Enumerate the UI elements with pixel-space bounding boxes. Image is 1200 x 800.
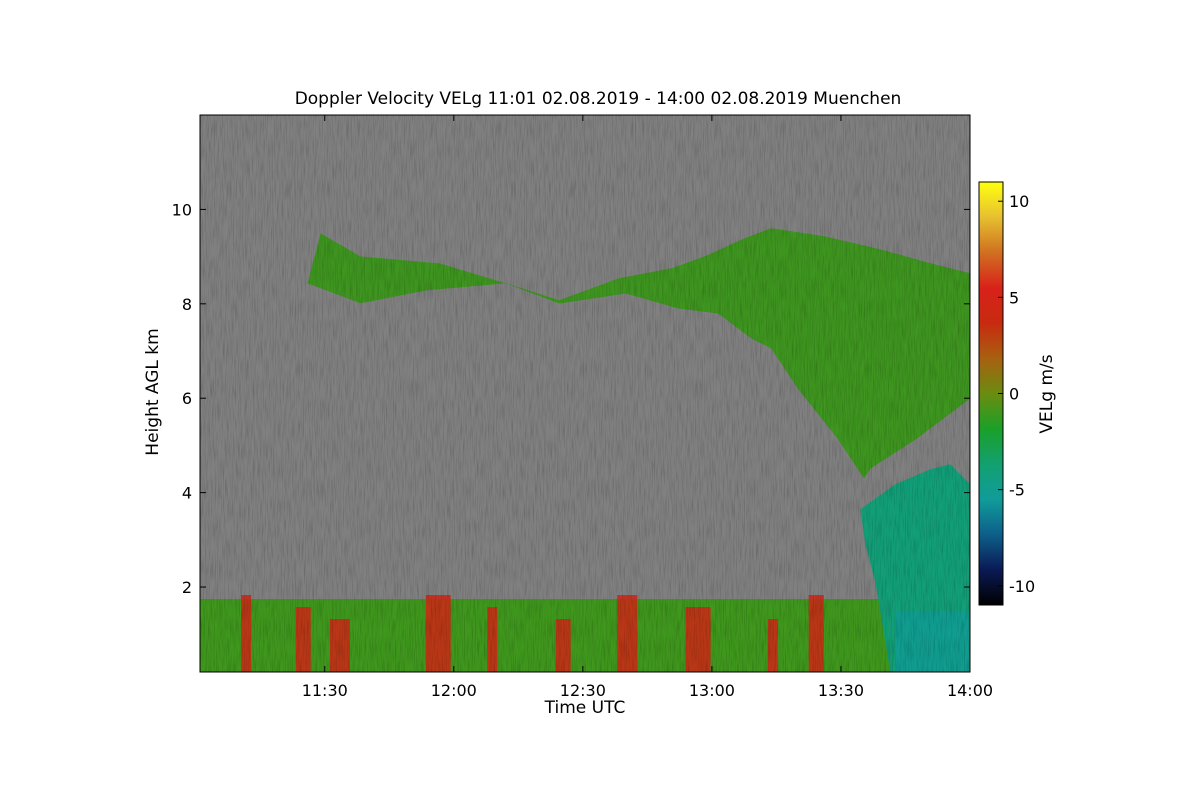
y-axis-title: Height AGL km [143, 328, 163, 455]
plot-texture [200, 115, 970, 672]
x-tick-label: 13:30 [818, 681, 864, 700]
colorbar-tick-label: 5 [1009, 288, 1019, 307]
chart-title: Doppler Velocity VELg 11:01 02.08.2019 -… [295, 89, 902, 109]
colorbar-tick-label: 0 [1009, 385, 1019, 404]
plot-area [199, 114, 971, 673]
x-tick-label: 13:00 [689, 681, 735, 700]
colorbar-tick-label: -10 [1009, 577, 1035, 596]
y-tick-label: 4 [182, 484, 192, 503]
y-tick-label: 8 [182, 295, 192, 314]
colorbar-ticks: -10 -5 0 5 10 [998, 192, 1035, 596]
colorbar-title: VELg m/s [1037, 354, 1057, 433]
y-tick-label: 2 [182, 578, 192, 597]
colorbar: -10 -5 0 5 10 VELg m/s [978, 181, 1057, 606]
y-axis: 2 4 6 8 10 [172, 200, 970, 597]
x-tick-label: 14:00 [947, 681, 993, 700]
x-tick-label: 11:30 [302, 681, 348, 700]
colorbar-tick-label: -5 [1009, 481, 1025, 500]
y-tick-label: 6 [182, 389, 192, 408]
y-tick-label: 10 [172, 200, 192, 219]
plot-frame [199, 114, 971, 673]
colorbar-tick-label: 10 [1009, 192, 1029, 211]
x-axis-title: Time UTC [544, 698, 626, 718]
x-tick-label: 12:00 [431, 681, 477, 700]
x-axis: 11:30 12:00 12:30 13:00 13:30 14:00 [302, 115, 993, 700]
x-tick-label: 12:30 [560, 681, 606, 700]
